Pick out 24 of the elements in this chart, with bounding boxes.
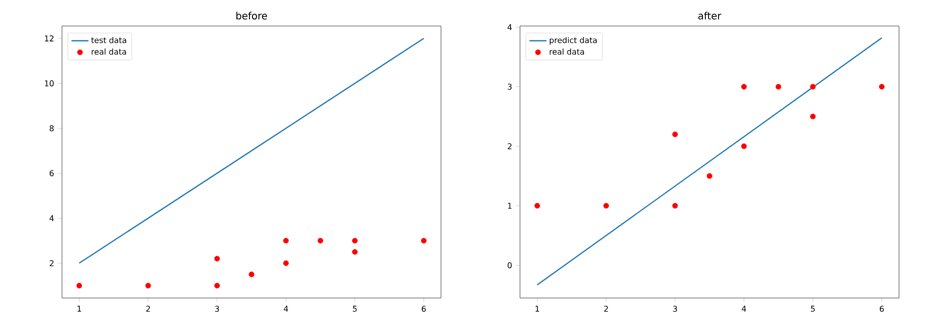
point [352,249,358,255]
point [741,84,747,90]
point [318,238,324,244]
chart-title: before [236,12,268,20]
point [283,238,289,244]
chart-title: after [698,12,722,20]
point [603,202,609,209]
point [672,132,678,138]
point [878,84,885,90]
point [706,173,712,179]
point [534,202,540,209]
point [810,114,816,120]
point [672,202,678,209]
point [283,260,289,266]
point [145,282,151,288]
point [214,256,220,262]
point [420,238,427,244]
point [352,238,358,244]
point [741,143,747,150]
point [776,84,782,90]
point [76,282,82,288]
point [248,272,254,278]
point [810,84,816,90]
point [214,282,220,288]
